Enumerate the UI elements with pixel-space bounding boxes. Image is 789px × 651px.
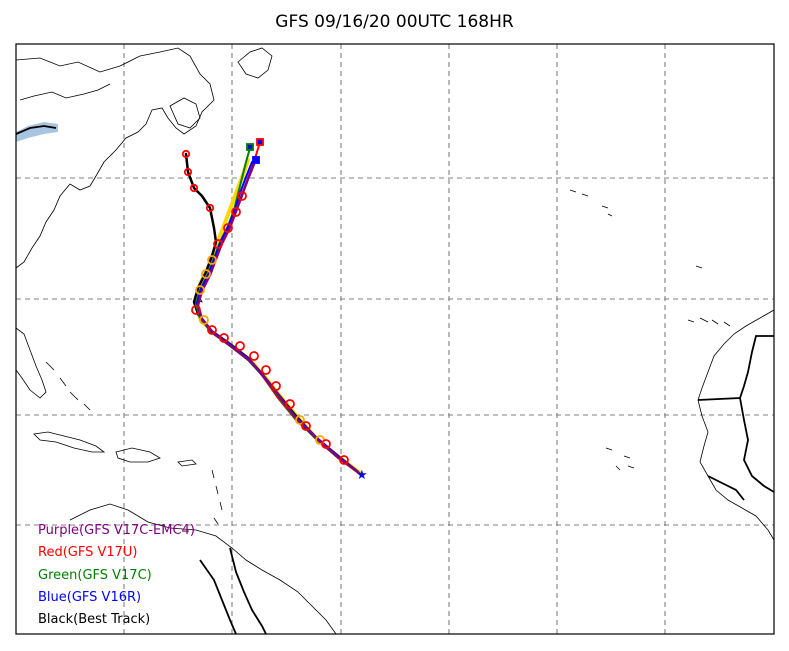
forecast-point-orange — [207, 255, 217, 265]
best-track-point — [205, 203, 215, 213]
forecast-point-red — [261, 365, 271, 375]
coastline-africa — [697, 309, 775, 541]
forecast-point-orange — [199, 315, 209, 325]
track-markers: ★ — [181, 138, 368, 483]
map-frame — [15, 43, 775, 635]
forecast-point-red — [231, 207, 241, 217]
forecast-point-red — [235, 341, 245, 351]
forecast-point-red — [271, 381, 281, 391]
coastline-lesser-antilles — [211, 469, 223, 525]
best-track-point — [181, 149, 191, 159]
coastline-florida — [15, 327, 47, 399]
track-green — [195, 147, 360, 474]
coastline-canaries — [687, 317, 731, 327]
best-track-point — [183, 167, 193, 177]
forecast-point-red — [301, 421, 311, 431]
forecast-point-orange — [295, 415, 305, 425]
forecast-point-orange — [201, 269, 211, 279]
coastline-north-america-2 — [19, 83, 111, 101]
track-red — [195, 141, 361, 475]
star-icon: ★ — [356, 468, 368, 483]
track-yellow — [194, 158, 363, 476]
coastline-south-america — [69, 503, 337, 635]
legend-entry-red: Red(GFS V17U) — [38, 545, 138, 560]
coastline-hispaniola — [115, 447, 161, 463]
best-track-point — [189, 183, 199, 193]
coastline-madeira — [695, 265, 703, 269]
storm-tracks — [184, 141, 363, 476]
great-lakes — [15, 122, 58, 142]
legend-entry-green: Green(GFS V17C) — [38, 568, 152, 583]
map-grid — [16, 44, 774, 634]
forecast-point-orange — [195, 285, 205, 295]
forecast-end-marker-red — [256, 138, 264, 146]
forecast-point-red — [249, 351, 259, 361]
track-best — [184, 152, 360, 474]
legend-entry-purple: Purple(GFS V17C-EMC4) — [38, 523, 195, 538]
forecast-point-red — [213, 239, 223, 249]
forecast-point-red — [191, 305, 201, 315]
forecast-end-marker-green — [246, 143, 254, 151]
border-south-america — [199, 547, 267, 635]
coastline-maritimes — [169, 97, 201, 129]
coastline-azores — [569, 189, 613, 217]
coastline-bahamas — [45, 361, 91, 411]
lake-outline — [15, 125, 57, 135]
coastline-north-america — [15, 47, 215, 269]
forecast-end-marker-blue — [252, 156, 260, 164]
forecast-point-red — [237, 191, 247, 201]
forecast-point-red — [321, 439, 331, 449]
legend-entry-blue: Blue(GFS V16R) — [38, 590, 142, 605]
border-africa — [697, 335, 775, 501]
track-blue — [196, 159, 359, 473]
legend-entry-black: Black(Best Track) — [38, 612, 151, 627]
coastline-newfoundland — [237, 47, 273, 79]
coastlines — [15, 47, 775, 635]
coastline-cape-verde — [605, 447, 635, 471]
track-purple — [196, 162, 361, 475]
coastline-puerto-rico — [177, 459, 197, 467]
forecast-point-red — [207, 325, 217, 335]
coastline-cuba — [33, 431, 106, 453]
map-title: GFS 09/16/20 00UTC 168HR — [275, 12, 514, 32]
forecast-point-red — [339, 455, 349, 465]
forecast-point-red — [223, 223, 233, 233]
forecast-point-red — [219, 333, 229, 343]
forecast-point-red — [285, 399, 295, 409]
